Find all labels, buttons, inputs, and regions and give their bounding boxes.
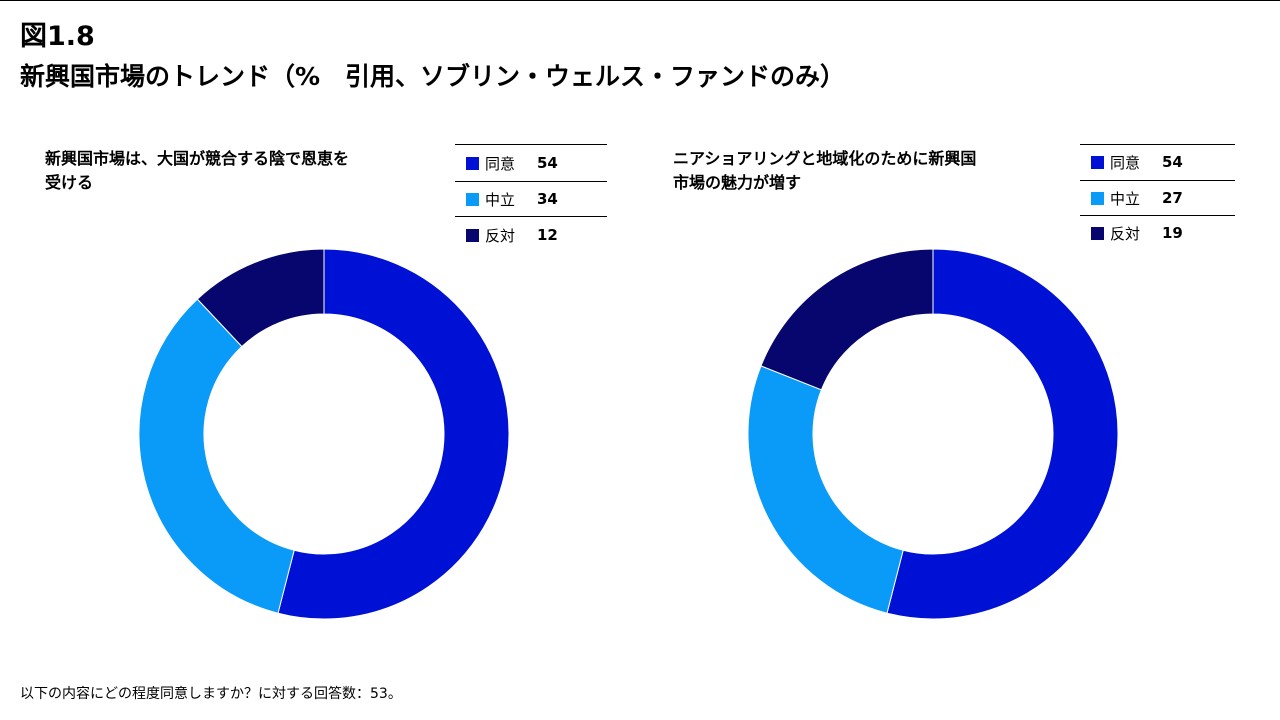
legend-swatch: [1091, 155, 1104, 169]
legend-rule: [1080, 144, 1235, 145]
legend-value: 34: [537, 190, 558, 208]
legend-rule: [455, 216, 607, 217]
chart-1-title: 新興国市場は、大国が競合する陰で恩恵を受ける: [45, 149, 350, 192]
legend-swatch: [1091, 226, 1104, 240]
legend-label: 反対: [1110, 224, 1141, 243]
legend-rule: [1080, 180, 1235, 181]
legend-swatch: [466, 228, 479, 242]
legend-label: 反対: [485, 226, 516, 245]
legend-rule: [455, 144, 607, 145]
legend-rule: [1080, 215, 1235, 216]
legend-value: 54: [537, 154, 558, 172]
legend-label: 中立: [1110, 189, 1141, 208]
legend-label: 同意: [1110, 153, 1141, 172]
donut-slice-neutral: [138, 298, 295, 614]
legend-rule: [455, 181, 607, 182]
legend-label: 中立: [485, 190, 516, 209]
legend-item-neutral: 中立 34: [466, 181, 558, 217]
figure-number: 図1.8: [20, 21, 95, 52]
legend-swatch: [466, 192, 479, 206]
footnote: 以下の内容にどの程度同意しますか？に対する回答数：53。: [20, 686, 402, 702]
donut-slice-agree: [277, 248, 510, 620]
donut-slice-neutral: [747, 365, 904, 614]
legend-item-disagree: 反対 12: [466, 217, 558, 253]
donut-slice-agree: [886, 248, 1119, 620]
chart-2-donut: [747, 248, 1119, 620]
donut-slice-disagree: [760, 248, 934, 391]
legend-value: 27: [1162, 189, 1183, 207]
legend-item-agree: 同意 54: [466, 145, 558, 181]
donut-slice-disagree: [196, 248, 325, 348]
legend-value: 54: [1162, 153, 1183, 171]
figure-title: 新興国市場のトレンド（% 引用、ソブリン・ウェルス・ファンドのみ）: [20, 62, 846, 91]
legend-swatch: [466, 156, 479, 170]
chart-2-title: ニアショアリングと地域化のために新興国市場の魅力が増す: [673, 149, 977, 192]
legend-label: 同意: [485, 154, 516, 173]
legend-value: 12: [537, 226, 558, 244]
legend-item-disagree: 反対 19: [1091, 215, 1183, 251]
legend-item-agree: 同意 54: [1091, 144, 1183, 180]
legend-item-neutral: 中立 27: [1091, 180, 1183, 216]
legend-value: 19: [1162, 224, 1183, 242]
top-rule: [0, 0, 1280, 1]
legend-swatch: [1091, 191, 1104, 205]
chart-1-donut: [138, 248, 510, 620]
